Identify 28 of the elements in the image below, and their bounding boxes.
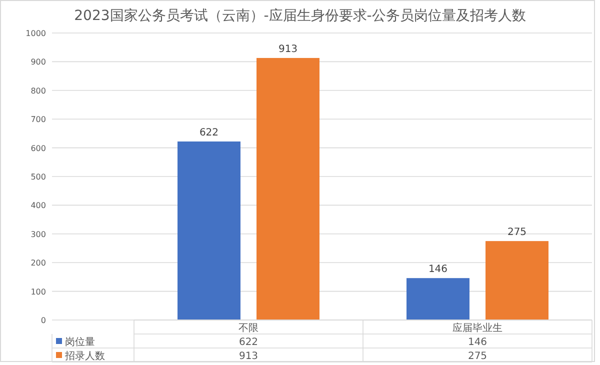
data-label: 146 bbox=[468, 337, 488, 348]
data-label: 913 bbox=[238, 351, 258, 362]
legend-label: 岗位量 bbox=[65, 336, 95, 348]
bar bbox=[406, 278, 470, 320]
y-tick-label: 900 bbox=[30, 58, 46, 67]
y-tick-label: 100 bbox=[30, 287, 46, 296]
bar bbox=[256, 58, 320, 320]
y-tick-label: 700 bbox=[30, 115, 46, 124]
bar bbox=[486, 241, 548, 320]
y-tick-label: 500 bbox=[30, 172, 46, 182]
annotation: 913 bbox=[278, 44, 298, 55]
legend-label: 招录人数 bbox=[64, 350, 105, 362]
y-tick-label: 200 bbox=[30, 258, 46, 268]
y-tick-label: 800 bbox=[30, 86, 46, 96]
y-tick-label: 600 bbox=[30, 144, 46, 153]
y-tick-label: 0 bbox=[40, 316, 46, 325]
annotation: 622 bbox=[199, 127, 219, 138]
chart-title: 2023国家公务员考试（云南）-应届生身份要求-公务员岗位量及招考人数 bbox=[74, 8, 526, 24]
y-tick-label: 400 bbox=[30, 201, 46, 210]
data-label: 275 bbox=[468, 351, 488, 362]
x-tick-label: 不限 bbox=[238, 323, 258, 334]
y-tick-label: 300 bbox=[30, 230, 46, 239]
annotation: 275 bbox=[507, 227, 527, 238]
y-tick-label: 1000 bbox=[26, 29, 46, 38]
x-tick-label: 应届毕业生 bbox=[452, 322, 502, 334]
annotation: 146 bbox=[428, 264, 448, 276]
bar bbox=[178, 141, 240, 320]
data-label: 622 bbox=[238, 337, 258, 348]
